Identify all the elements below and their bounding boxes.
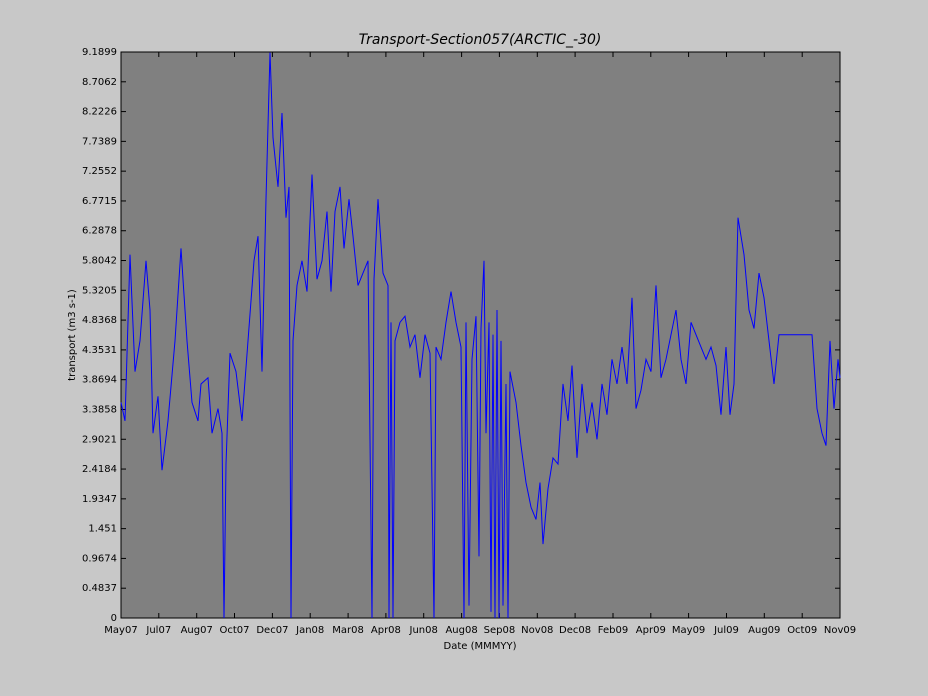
x-tick-label: Feb09 [598, 625, 628, 636]
y-tick-label: 0.9674 [82, 553, 117, 564]
x-tick-label: Dec08 [559, 625, 591, 636]
x-tick-label: Jul07 [145, 625, 171, 636]
x-tick-label: May07 [104, 625, 137, 636]
x-tick-label: May09 [672, 625, 705, 636]
x-tick-label: Nov08 [521, 625, 553, 636]
x-tick-label: Mar08 [332, 625, 364, 636]
y-tick-label: 0.4837 [82, 583, 117, 594]
y-tick-label: 7.2552 [82, 166, 117, 177]
y-tick-label: 8.7062 [82, 77, 117, 88]
x-tick-label: Dec07 [256, 625, 288, 636]
y-tick-label: 6.7715 [82, 196, 117, 207]
y-tick-label: 2.4184 [82, 464, 117, 475]
x-tick-label: Jul09 [713, 625, 739, 636]
x-tick-label: Sep08 [484, 625, 516, 636]
y-tick-label: 9.1899 [82, 47, 117, 58]
x-axis-label: Date (MMMYY) [444, 641, 517, 652]
x-tick-label: Apr08 [371, 625, 401, 636]
y-axis-label: transport (m3 s-1) [67, 289, 78, 381]
y-tick-label: 6.2878 [82, 226, 117, 237]
x-tick-label: Jun08 [409, 625, 438, 636]
y-tick-label: 8.2226 [82, 107, 117, 118]
x-tick-label: Oct07 [219, 625, 249, 636]
x-tick-label: Aug09 [748, 625, 780, 636]
x-tick-label: Oct09 [787, 625, 817, 636]
y-tick-label: 5.8042 [82, 256, 117, 267]
data-line [120, 52, 841, 619]
y-tick-label: 0 [111, 613, 117, 624]
y-tick-label: 1.451 [88, 524, 117, 535]
y-tick-label: 5.3205 [82, 285, 117, 296]
x-tick-label: Apr09 [636, 625, 666, 636]
x-tick-label: Nov09 [824, 625, 856, 636]
y-tick-label: 2.9021 [82, 434, 117, 445]
x-tick-label: Aug07 [181, 625, 213, 636]
y-tick-label: 1.9347 [82, 494, 117, 505]
y-tick-label: 3.8694 [82, 375, 117, 386]
y-tick-label: 4.8368 [82, 315, 117, 326]
y-tick-label: 3.3858 [82, 404, 117, 415]
x-tick-label: Jan08 [295, 625, 324, 636]
chart-title: Transport-Section057(ARCTIC_-30) [359, 32, 602, 48]
x-tick-label: Aug08 [445, 625, 477, 636]
y-tick-label: 4.3531 [82, 345, 117, 356]
y-tick-label: 7.7389 [82, 136, 117, 147]
